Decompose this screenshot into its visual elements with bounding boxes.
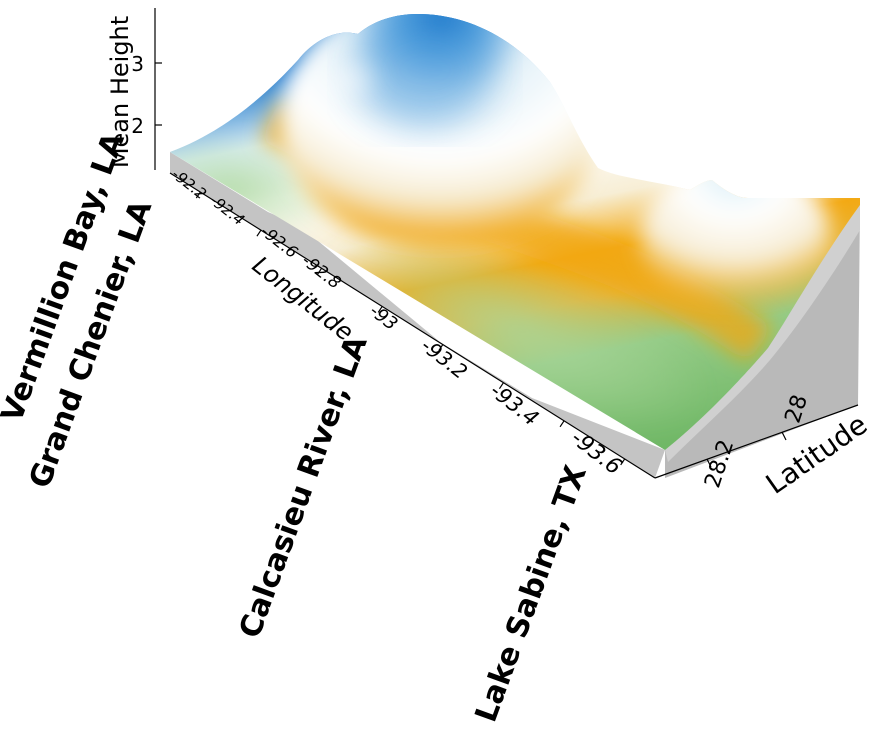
secondary-peak — [640, 160, 830, 310]
x-tick-label-4: -93 — [365, 300, 401, 335]
surface-side-walls — [170, 152, 860, 478]
site-label-calcasieu-river: Calcasieu River, LA — [233, 331, 375, 643]
green-lowland-center — [332, 230, 708, 430]
x-tick-label-5: -93.2 — [417, 333, 473, 384]
x-tick-marks — [195, 191, 626, 466]
x-tick-mark-1 — [256, 229, 262, 237]
z-tick-label-3: 3 — [131, 52, 144, 76]
main-peak-core — [355, 15, 495, 125]
x-tick-mark-2 — [317, 267, 323, 275]
ridge-shine — [315, 55, 385, 105]
site-label-lake-sabine: Lake Sabine, TX — [469, 461, 594, 727]
x-tick-mark-7 — [620, 458, 626, 466]
right-wall-highlight — [665, 205, 860, 462]
x-tick-mark-3 — [377, 306, 383, 313]
z-axis: 3 2 Mean Height — [106, 8, 162, 170]
x-tick-mark-4 — [438, 344, 444, 351]
x-axis-line — [169, 172, 656, 479]
z-axis-title: Mean Height — [106, 16, 134, 168]
front-side-wall — [170, 152, 665, 478]
y-tick-mark-28.2 — [706, 458, 712, 468]
y-tick-mark-28 — [781, 431, 787, 441]
x-tick-mark-6 — [559, 420, 565, 428]
z-tick-label-2: 2 — [131, 114, 144, 138]
x-tick-mark-5 — [498, 382, 504, 390]
y-axis-line — [654, 404, 859, 479]
x-tick-label-6: -93.4 — [486, 378, 544, 430]
x-tick-mark-0 — [195, 191, 201, 199]
